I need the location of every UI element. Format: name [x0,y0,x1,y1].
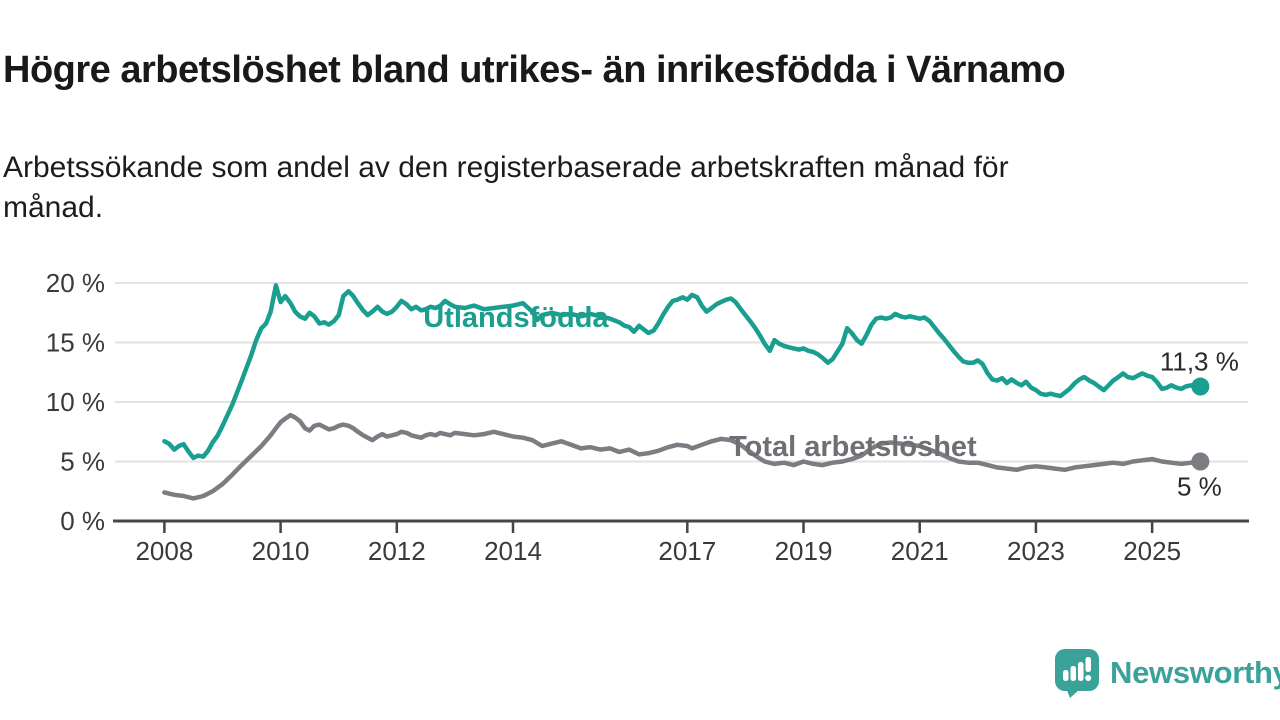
x-axis-tick-label: 2008 [135,536,193,566]
series-inline-label-utlandsfodda: Utlandsfödda [423,302,609,334]
y-axis-tick-label: 15 % [46,328,105,358]
line-chart: 0 % 5 % 10 % 15 % 20 % 2008 2010 2012 2014 2017 20… [46,268,1249,566]
newsworthy-wordmark: Newsworthy [1110,655,1280,690]
y-axis-tick-label: 10 % [46,387,105,417]
series-end-value-label: 5 % [1177,472,1222,502]
x-axis-tick-label: 2019 [775,536,833,566]
series-line-total [162,412,1203,501]
x-axis-tick-label: 2017 [658,536,716,566]
series-line-utlandsfodda [162,283,1203,461]
series-end-dot [1191,377,1210,396]
x-axis-tick-label: 2021 [891,536,949,566]
x-axis-tick-label: 2025 [1123,536,1181,566]
newsworthy-logo-icon [1055,649,1099,698]
x-axis-tick-label: 2010 [252,536,310,566]
x-axis-tick-label: 2014 [484,536,542,566]
x-axis-tick-label: 2023 [1007,536,1065,566]
newsworthy-logo: Newsworthy [1054,648,1280,698]
series-end-value-label: 11,3 % [1160,347,1239,377]
x-axis-tick-label: 2012 [368,536,426,566]
series-end-dot [1191,452,1210,471]
y-axis-tick-label: 20 % [46,268,105,298]
page-title: Högre arbetslöshet bland utrikes- än inr… [3,49,1066,92]
page-subtitle: Arbetssökande som andel av den registerb… [3,151,1009,224]
y-axis-tick-label: 5 % [60,447,105,477]
series-inline-label-total: Total arbetslöshet [729,431,977,463]
y-axis-tick-label: 0 % [60,506,105,536]
